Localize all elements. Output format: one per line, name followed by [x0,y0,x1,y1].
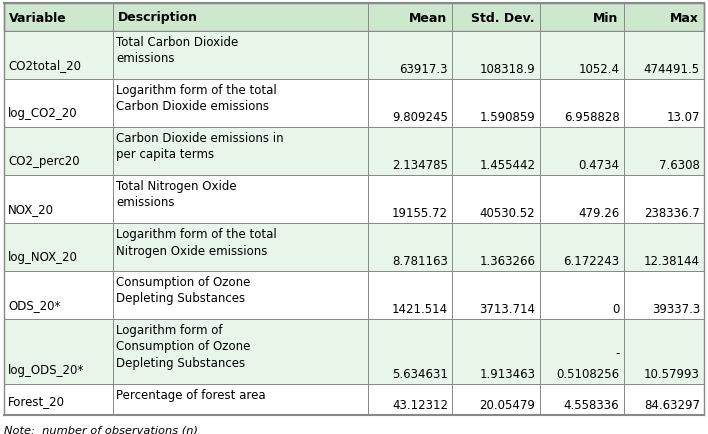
Bar [4,4,704,32]
Text: 4.558336: 4.558336 [564,398,620,411]
Text: Note:  number of observations (n): Note: number of observations (n) [4,425,198,434]
Text: Mean: Mean [409,11,447,24]
Text: 0: 0 [612,302,620,315]
Bar [4,80,704,128]
Text: 40530.52: 40530.52 [480,207,535,220]
Text: log_CO2_20: log_CO2_20 [8,107,78,120]
Text: 474491.5: 474491.5 [644,63,700,76]
Text: Description: Description [118,11,198,24]
Text: log_NOX_20: log_NOX_20 [8,250,78,263]
Bar [4,32,704,80]
Text: 8.781163: 8.781163 [392,254,448,267]
Text: 39337.3: 39337.3 [652,302,700,315]
Bar [4,224,704,271]
Text: CO2_perc20: CO2_perc20 [8,155,79,168]
Text: 1.590859: 1.590859 [480,111,535,124]
Text: Logarithm form of
Consumption of Ozone
Depleting Substances: Logarithm form of Consumption of Ozone D… [117,323,251,369]
Text: Total Carbon Dioxide
emissions: Total Carbon Dioxide emissions [117,36,239,66]
Bar [4,176,704,224]
Text: Logarithm form of the total
Nitrogen Oxide emissions: Logarithm form of the total Nitrogen Oxi… [117,227,278,257]
Text: Carbon Dioxide emissions in
per capita terms: Carbon Dioxide emissions in per capita t… [117,132,284,161]
Text: Forest_20: Forest_20 [8,394,65,407]
Text: 1.363266: 1.363266 [479,254,535,267]
Text: 108318.9: 108318.9 [480,63,535,76]
Bar [4,384,704,415]
Text: 238336.7: 238336.7 [644,207,700,220]
Text: 13.07: 13.07 [666,111,700,124]
Text: 7.6308: 7.6308 [659,159,700,171]
Text: 84.63297: 84.63297 [644,398,700,411]
Text: 20.05479: 20.05479 [479,398,535,411]
Text: 10.57993: 10.57993 [644,367,700,380]
Text: log_ODS_20*: log_ODS_20* [8,363,84,376]
Text: 43.12312: 43.12312 [392,398,448,411]
Text: 0.5108256: 0.5108256 [556,367,620,380]
Text: 1421.514: 1421.514 [392,302,448,315]
Text: 1.455442: 1.455442 [479,159,535,171]
Text: CO2total_20: CO2total_20 [8,59,81,72]
Bar [4,128,704,176]
Text: Min: Min [593,11,619,24]
Text: Total Nitrogen Oxide
emissions: Total Nitrogen Oxide emissions [117,180,237,209]
Text: 6.958828: 6.958828 [564,111,620,124]
Text: 1052.4: 1052.4 [578,63,620,76]
Text: Max: Max [670,11,699,24]
Text: -: - [615,346,620,359]
Text: Consumption of Ozone
Depleting Substances: Consumption of Ozone Depleting Substance… [117,275,251,305]
Text: ODS_20*: ODS_20* [8,298,60,311]
Text: 479.26: 479.26 [578,207,620,220]
Bar [4,271,704,319]
Text: NOX_20: NOX_20 [8,203,54,216]
Text: 12.38144: 12.38144 [644,254,700,267]
Text: 63917.3: 63917.3 [399,63,448,76]
Text: Variable: Variable [9,11,67,24]
Text: 0.4734: 0.4734 [578,159,620,171]
Text: 2.134785: 2.134785 [392,159,448,171]
Bar [4,319,704,384]
Text: 6.172243: 6.172243 [564,254,620,267]
Text: 1.913463: 1.913463 [479,367,535,380]
Text: Percentage of forest area: Percentage of forest area [117,388,266,401]
Text: 3713.714: 3713.714 [479,302,535,315]
Text: Logarithm form of the total
Carbon Dioxide emissions: Logarithm form of the total Carbon Dioxi… [117,84,278,113]
Text: Std. Dev.: Std. Dev. [471,11,535,24]
Text: 19155.72: 19155.72 [392,207,448,220]
Text: 9.809245: 9.809245 [392,111,448,124]
Text: 5.634631: 5.634631 [392,367,448,380]
